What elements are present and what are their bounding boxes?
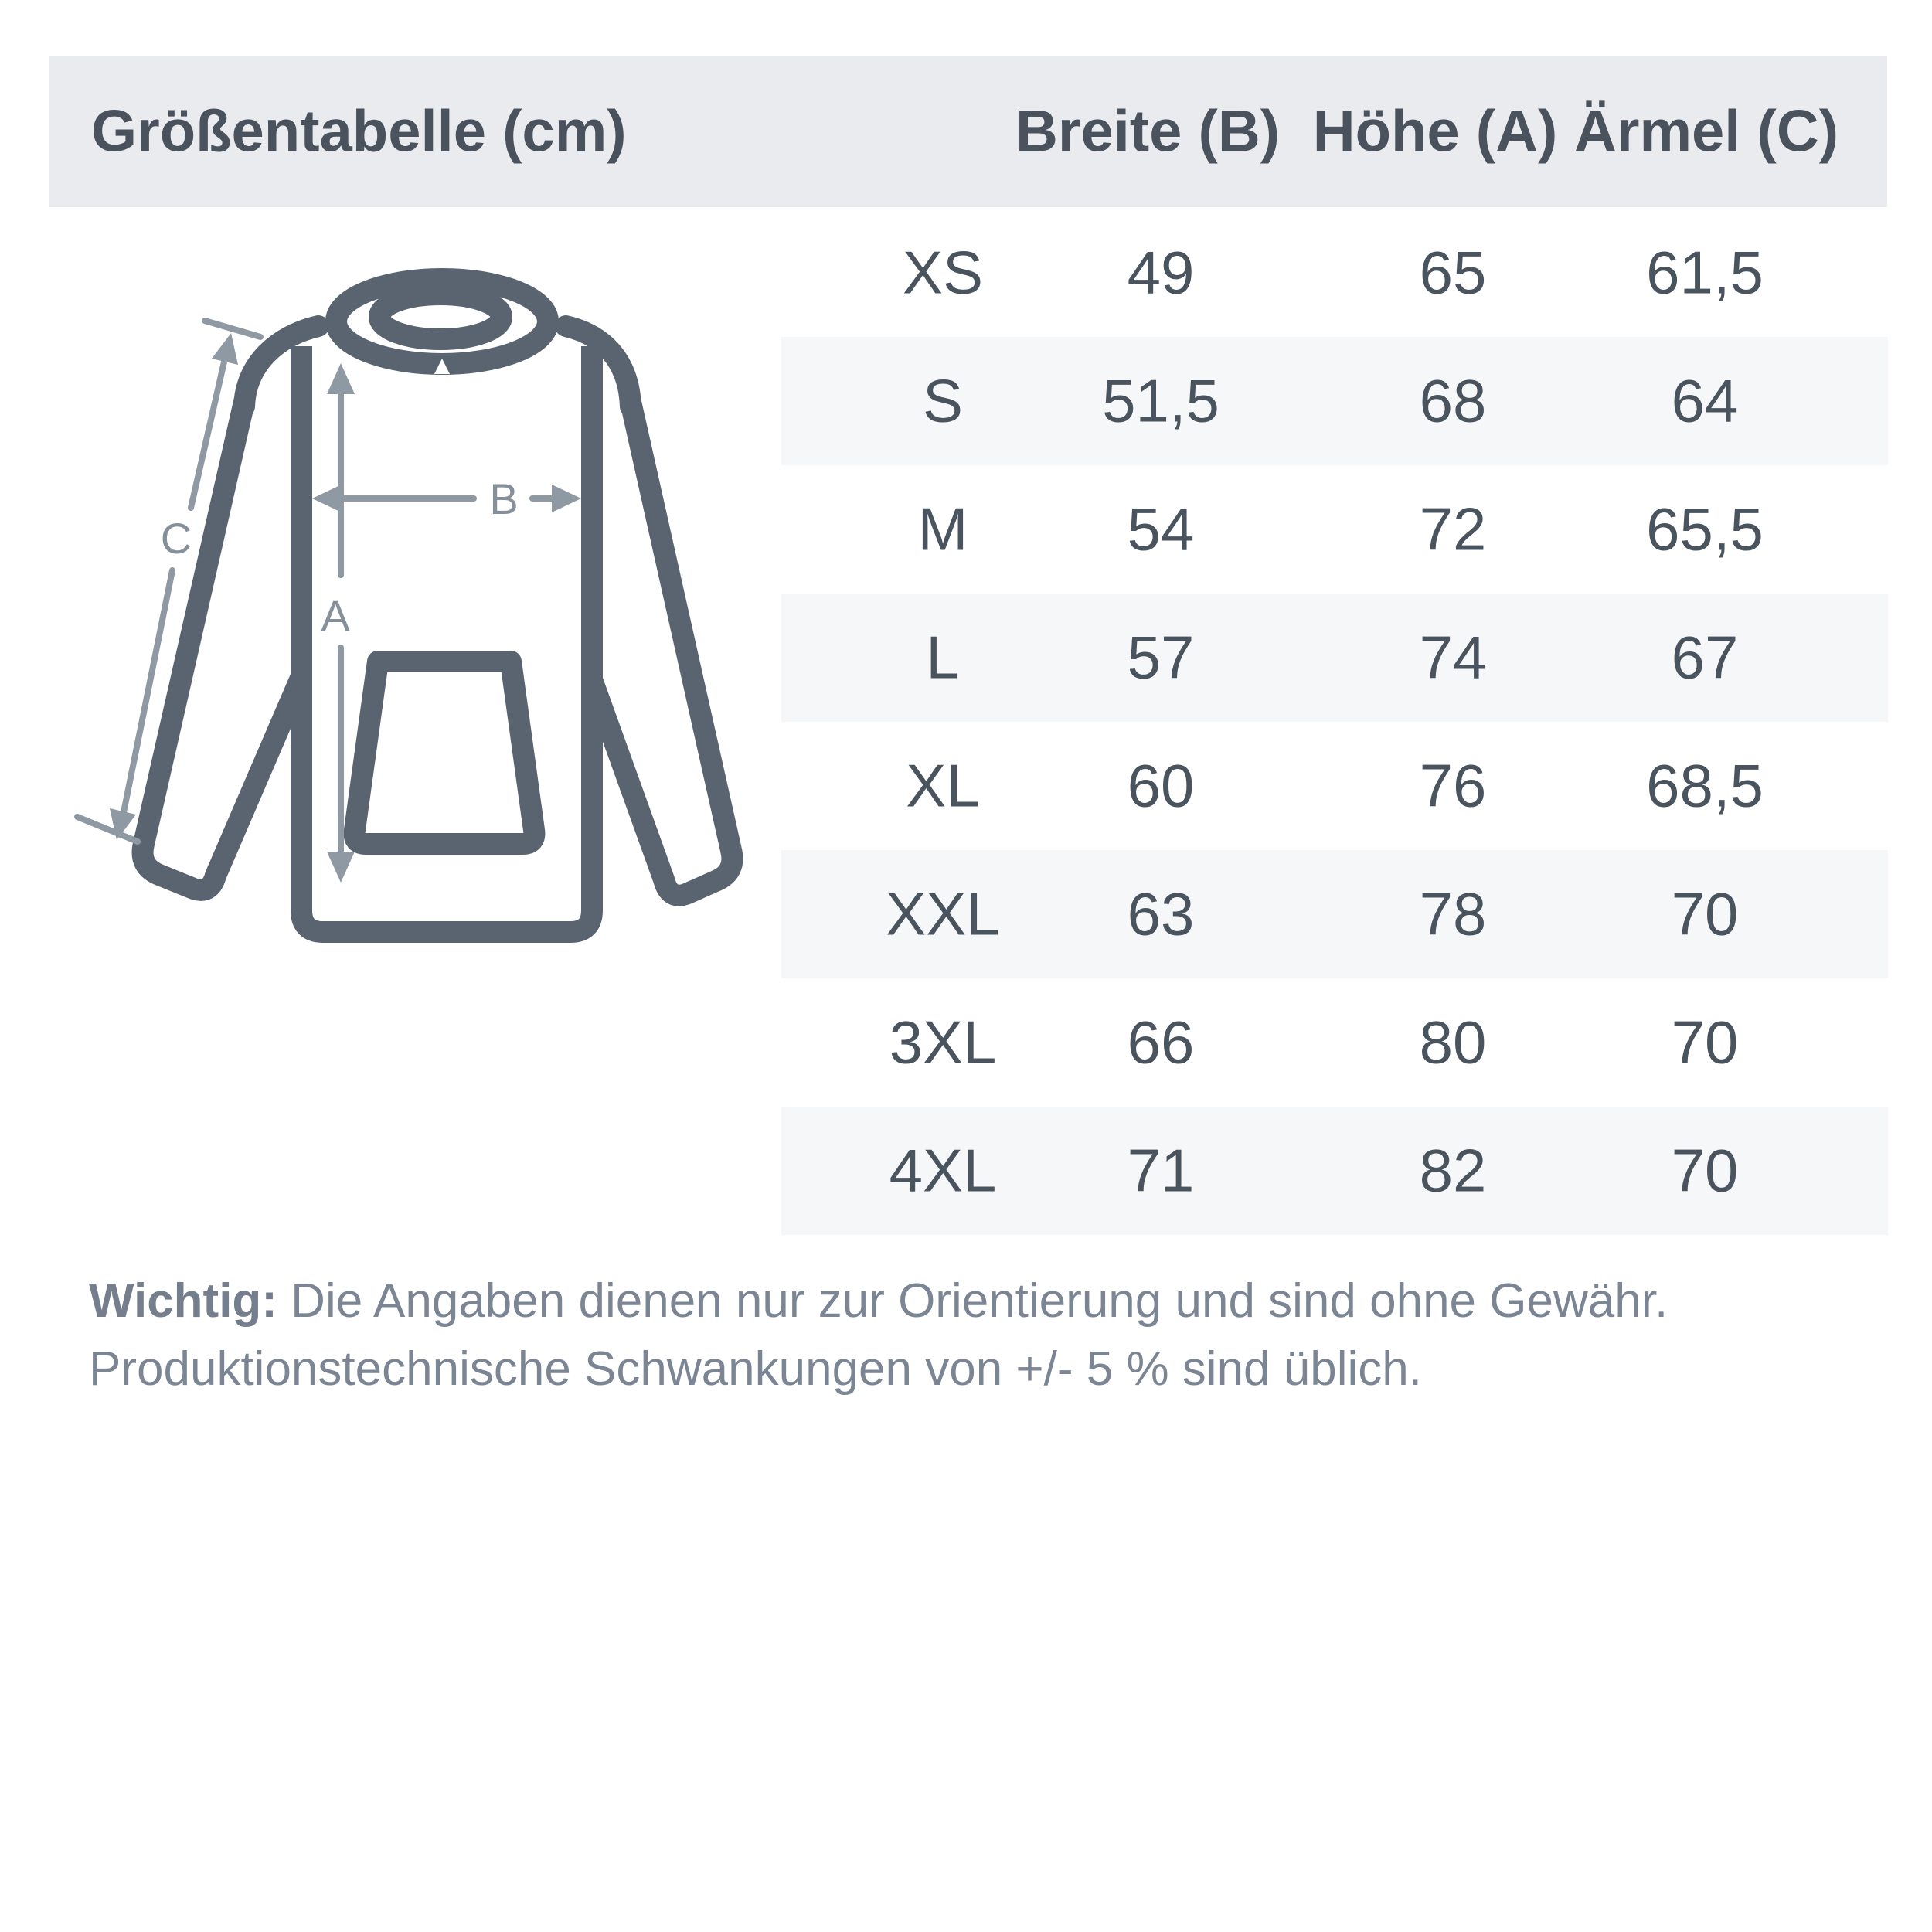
breite-value: 63	[1127, 879, 1195, 948]
column-header-aermel: Ärmel (C)	[1573, 98, 1839, 165]
hoodie-measure-diagram: A B C	[74, 268, 743, 943]
table-row-xs: XS 49 65 61,5	[781, 209, 1888, 337]
aermel-value: 70	[1671, 879, 1739, 948]
breite-value: 57	[1127, 623, 1195, 692]
table-row-s: S 51,5 68 64	[781, 337, 1888, 465]
size-label: 4XL	[889, 1136, 997, 1205]
breite-value: 54	[1127, 495, 1195, 563]
measure-b-label: B	[489, 474, 518, 523]
arrowhead-down-icon	[327, 852, 355, 883]
size-label: M	[917, 495, 968, 563]
hoehe-value: 68	[1419, 366, 1487, 435]
size-label: XL	[906, 751, 980, 820]
arrowhead-right-icon	[552, 485, 581, 512]
aermel-value: 70	[1671, 1136, 1739, 1205]
arrowhead-up-icon	[327, 363, 355, 394]
arrowhead-left-icon	[312, 485, 342, 512]
breite-value: 60	[1127, 751, 1195, 820]
hoodie-hood-inner	[369, 284, 512, 350]
column-header-breite: Breite (B)	[1015, 98, 1281, 165]
note-line-1: Wichtig: Die Angaben dienen nur zur Orie…	[89, 1267, 1866, 1335]
breite-value: 71	[1127, 1136, 1195, 1205]
measure-c-line	[119, 567, 175, 823]
note-text: Die Angaben dienen nur zur Orientierung …	[277, 1274, 1668, 1328]
size-label: S	[922, 366, 964, 435]
breite-value: 51,5	[1102, 366, 1219, 435]
hoodie-right-sleeve	[572, 391, 743, 906]
size-label: XS	[902, 238, 984, 307]
hoehe-value: 78	[1419, 879, 1487, 948]
table-row-m: M 54 72 65,5	[781, 465, 1888, 594]
column-header-hoehe: Höhe (A)	[1312, 98, 1558, 165]
hoehe-value: 82	[1419, 1136, 1487, 1205]
note-label: Wichtig:	[89, 1274, 277, 1328]
measure-c-line	[188, 355, 228, 511]
table-row-xl: XL 60 76 68,5	[781, 722, 1888, 850]
table-row-4xl: 4XL 71 82 70	[781, 1107, 1888, 1235]
hoehe-value: 65	[1419, 238, 1487, 307]
note-line-2: Produktionstechnische Schwankungen von +…	[89, 1342, 1422, 1396]
page-title: Größentabelle (cm)	[91, 98, 627, 165]
measure-c-tick	[74, 814, 141, 845]
hoehe-value: 76	[1419, 751, 1487, 820]
hoehe-value: 74	[1419, 623, 1487, 692]
size-label: XXL	[886, 879, 1000, 948]
hood-notch	[434, 359, 450, 374]
table-row-l: L 57 74 67	[781, 594, 1888, 722]
aermel-value: 70	[1671, 1008, 1739, 1077]
arrowhead-up-icon	[212, 333, 238, 365]
breite-value: 66	[1127, 1008, 1195, 1077]
hoehe-value: 80	[1419, 1008, 1487, 1077]
measure-a-label: A	[321, 591, 350, 640]
size-label: 3XL	[889, 1008, 997, 1077]
aermel-value: 61,5	[1646, 238, 1764, 307]
size-table: XS 49 65 61,5 S 51,5 68 64 M 54 72 65,5 …	[781, 209, 1888, 1235]
hoodie-left-sleeve	[131, 391, 317, 901]
aermel-value: 64	[1671, 366, 1739, 435]
arrowhead-down-icon	[110, 808, 136, 840]
table-row-xxl: XXL 63 78 70	[781, 850, 1888, 978]
aermel-value: 68,5	[1646, 751, 1764, 820]
hoodie-pocket	[343, 651, 546, 855]
size-chart-header: Größentabelle (cm) Breite (B) Höhe (A) Ä…	[49, 56, 1887, 207]
disclaimer-note: Wichtig: Die Angaben dienen nur zur Orie…	[89, 1267, 1866, 1403]
table-row-3xl: 3XL 66 80 70	[781, 978, 1888, 1107]
measure-c-label: C	[161, 514, 192, 563]
measure-c-tick	[202, 318, 264, 340]
breite-value: 49	[1127, 238, 1195, 307]
aermel-value: 67	[1671, 623, 1739, 692]
aermel-value: 65,5	[1646, 495, 1764, 563]
size-label: L	[926, 623, 960, 692]
hoehe-value: 72	[1419, 495, 1487, 563]
